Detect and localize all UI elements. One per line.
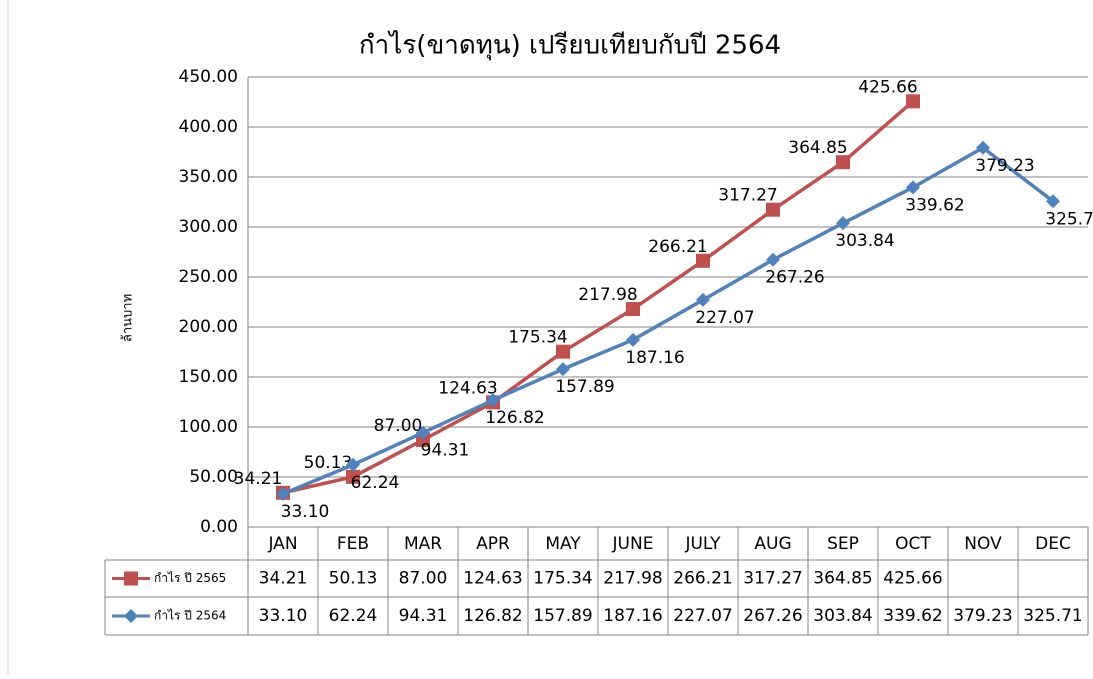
table-cell: 379.23 [953,606,1012,626]
data-label: 33.10 [281,502,330,522]
y-tick-label: 150.00 [179,367,238,387]
data-label: 126.82 [485,408,544,428]
marker [124,571,138,586]
legend-label: กำไร ปี 2564 [154,609,226,623]
marker [626,302,640,317]
marker [906,94,920,109]
y-tick-label: 250.00 [179,267,238,287]
marker [1046,194,1060,209]
data-label: 425.66 [858,77,917,97]
marker [696,253,710,268]
x-tick-label: JAN [267,534,297,554]
table-cell: 157.89 [533,606,592,626]
series-line [282,100,915,495]
x-tick-label: SEP [827,534,859,554]
marker [836,216,850,231]
x-tick-label: MAY [545,534,581,554]
table-cell: 62.24 [329,606,378,626]
table-cell: 339.62 [883,606,942,626]
data-label: 227.07 [695,308,754,328]
y-axis-label: ล้านบาท [121,294,136,342]
table-cell: 267.26 [743,606,802,626]
data-label: 187.16 [625,348,684,368]
table-cell: 126.82 [463,606,522,626]
table-cell: 33.10 [259,606,308,626]
y-tick-label: 100.00 [179,417,238,437]
marker [416,433,430,447]
marker [556,362,570,377]
x-tick-label: FEB [337,534,369,554]
table-cell: 227.07 [673,606,732,626]
data-label: 157.89 [555,377,614,397]
table-cell: 266.21 [673,569,732,589]
table-cell: 94.31 [399,606,448,626]
y-tick-label: 350.00 [179,167,238,187]
data-label: 94.31 [421,441,470,461]
y-tick-label: 200.00 [179,317,238,337]
table-cell: 317.27 [743,569,802,589]
table-cell: 217.98 [603,569,662,589]
data-label: 303.84 [835,231,894,251]
legend-label: กำไร ปี 2565 [154,571,226,585]
x-tick-label: MAR [404,534,442,554]
y-tick-label: 50.00 [189,467,238,487]
marker [766,202,780,217]
marker [836,155,850,170]
series-line [282,145,1055,496]
marker [906,180,920,195]
data-label: 364.85 [788,138,847,158]
x-tick-label: APR [476,534,510,554]
data-label: 50.13 [304,453,353,473]
x-tick-label: JUNE [612,534,654,554]
marker [626,332,640,347]
marker [416,425,430,440]
marker [556,344,570,359]
y-tick-label: 400.00 [179,117,238,137]
table-cell: 124.63 [463,569,522,589]
marker [346,457,360,472]
table-cell: 303.84 [813,606,872,626]
table-cell: 175.34 [533,569,592,589]
marker [276,486,290,501]
data-label: 379.23 [975,156,1034,176]
data-label: 124.63 [438,378,497,398]
data-label: 267.26 [765,268,824,288]
x-tick-label: NOV [964,534,1002,554]
marker [486,393,500,408]
table-cell: 425.66 [883,569,942,589]
chart-title: กำไร(ขาดทุน) เปรียบเทียบกับปี 2564 [359,30,781,61]
data-label: 175.34 [508,328,567,348]
table-cell: 87.00 [399,569,448,589]
x-tick-label: DEC [1035,534,1071,554]
x-tick-label: OCT [895,534,931,554]
data-label: 62.24 [351,473,400,493]
x-tick-label: JULY [684,534,721,554]
table-cell: 187.16 [603,606,662,626]
data-label: 339.62 [905,195,964,215]
data-label: 317.27 [718,186,777,206]
x-tick-label: AUG [754,534,791,554]
marker [124,609,138,623]
marker [766,252,780,267]
data-label: 266.21 [648,237,707,257]
marker [346,469,360,484]
y-tick-label: 450.00 [179,67,238,87]
data-label: 325.71 [1045,209,1093,229]
table-cell: 50.13 [329,569,378,589]
y-tick-label: 300.00 [179,217,238,237]
table-cell: 34.21 [259,569,308,589]
y-tick-label: 0.00 [200,517,238,537]
data-label: 87.00 [374,416,423,436]
table-cell: 364.85 [813,569,872,589]
marker [696,292,710,307]
marker [976,140,990,155]
data-label: 217.98 [578,285,637,305]
data-label: 34.21 [234,469,283,489]
table-cell: 325.71 [1023,606,1082,626]
